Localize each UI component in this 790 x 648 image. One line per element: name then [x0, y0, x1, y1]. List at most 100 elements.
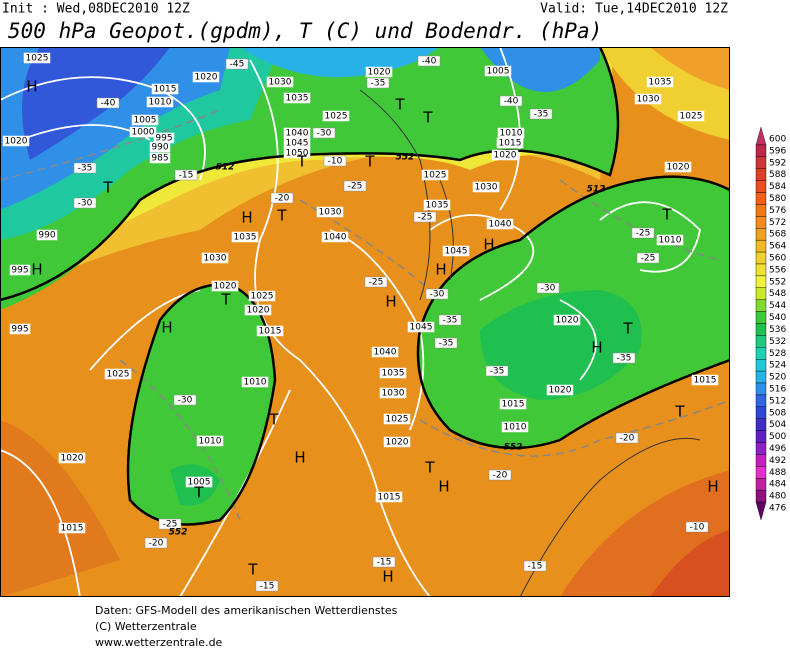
isobar-label: 1020 — [195, 73, 218, 83]
colorbar-label: 596 — [769, 146, 786, 156]
label-box — [2, 135, 30, 147]
colorbar-swatch — [755, 406, 767, 419]
colorbar-label: 536 — [769, 325, 786, 335]
colorbar-swatch — [755, 442, 767, 455]
colorbar-swatch — [755, 192, 767, 205]
isobar-label: 1045 — [286, 139, 309, 149]
colorbar-label: 572 — [769, 218, 786, 228]
label-box — [321, 231, 349, 243]
isobar-label: 1030 — [204, 254, 227, 264]
label-box — [9, 264, 31, 276]
label-box — [536, 282, 560, 294]
isobar-label: 1030 — [382, 389, 405, 399]
colorbar-label: 568 — [769, 230, 786, 240]
colorbar-label: 488 — [769, 468, 786, 478]
label-box — [266, 76, 294, 88]
contour-label: 512 — [587, 185, 606, 195]
colorbar-swatch — [755, 382, 767, 396]
colorbar-label: 544 — [769, 301, 786, 311]
temperature-label: -10 — [690, 523, 705, 533]
temperature-label: -25 — [348, 182, 363, 192]
isobar-label: 1025 — [325, 112, 348, 122]
pressure-center: T — [193, 484, 204, 502]
isobar-label: 1015 — [154, 85, 177, 95]
temperature-label: -30 — [317, 129, 332, 139]
colorbar-label: 532 — [769, 337, 786, 347]
colorbar-swatch — [755, 323, 767, 336]
label-box — [677, 110, 705, 122]
isobar-label: 990 — [151, 143, 168, 153]
isobar-label: 1035 — [426, 201, 449, 211]
colorbar-swatch — [755, 311, 767, 324]
pressure-center: H — [294, 449, 305, 467]
colorbar-swatch — [755, 144, 767, 158]
label-box — [486, 218, 514, 230]
label-box — [174, 169, 198, 181]
temperature-label: -40 — [422, 57, 437, 67]
label-box — [365, 66, 393, 78]
label-box — [231, 231, 259, 243]
pressure-center: T — [296, 153, 307, 171]
label-box — [241, 376, 269, 388]
label-box — [316, 206, 344, 218]
label-box — [523, 560, 547, 572]
temperature-label: -20 — [149, 539, 164, 549]
label-box — [442, 245, 470, 257]
label-box — [364, 276, 388, 288]
temperature-label: -30 — [78, 199, 93, 209]
colorbar-label: 504 — [769, 420, 786, 430]
temperature-label: -30 — [541, 284, 556, 294]
label-box — [417, 55, 441, 67]
colorbar-swatch — [755, 168, 767, 181]
temperature-label: -45 — [230, 60, 245, 70]
isobar-label: 1025 — [424, 171, 447, 181]
pressure-center: T — [622, 320, 633, 338]
label-box — [664, 161, 692, 173]
label-box — [491, 149, 519, 161]
footer-line: www.wetterzentrale.de — [95, 636, 223, 648]
label-box — [438, 314, 462, 326]
isobar-label: 1020 — [494, 151, 517, 161]
label-box — [149, 141, 171, 153]
isobar-label: 1020 — [549, 386, 572, 396]
label-box — [485, 365, 509, 377]
isobar-label: 1010 — [659, 236, 682, 246]
isobar-label: 1005 — [188, 478, 211, 488]
colorbar-swatch — [755, 275, 767, 288]
colorbar-swatch — [755, 359, 767, 372]
pressure-center: T — [674, 403, 685, 421]
label-box — [173, 394, 197, 406]
temperature-label: -25 — [418, 213, 433, 223]
colorbar-swatch — [755, 335, 767, 348]
label-box — [484, 65, 512, 77]
isobar-label: 1020 — [61, 454, 84, 464]
colorbar-label: 564 — [769, 242, 786, 252]
pressure-center: T — [364, 153, 375, 171]
colorbar-label: 508 — [769, 408, 786, 418]
colorbar-swatch — [755, 454, 767, 467]
temperature-label: -25 — [369, 278, 384, 288]
pressure-center: H — [385, 293, 396, 311]
label-box — [529, 108, 553, 120]
label-box — [196, 435, 224, 447]
footer-line: Daten: GFS-Modell des amerikanischen Wet… — [95, 604, 398, 617]
label-box — [499, 398, 527, 410]
temperature-label: -40 — [101, 99, 116, 109]
temperature-label: -15 — [260, 582, 275, 592]
colorbar-label: 480 — [769, 492, 786, 502]
label-box — [283, 92, 311, 104]
isobar-label: 1030 — [319, 208, 342, 218]
temperature-label: -35 — [443, 316, 458, 326]
label-box — [383, 436, 411, 448]
label-box — [434, 337, 458, 349]
label-box — [144, 537, 168, 549]
isobar-label: 990 — [38, 231, 55, 241]
isobar-label: 1005 — [487, 67, 510, 77]
colorbar-label: 588 — [769, 170, 786, 180]
colorbar-label: 576 — [769, 206, 786, 216]
label-box — [146, 96, 174, 108]
temperature-label: -25 — [163, 520, 178, 530]
isobar-label: 995 — [11, 266, 28, 276]
label-box — [372, 556, 396, 568]
